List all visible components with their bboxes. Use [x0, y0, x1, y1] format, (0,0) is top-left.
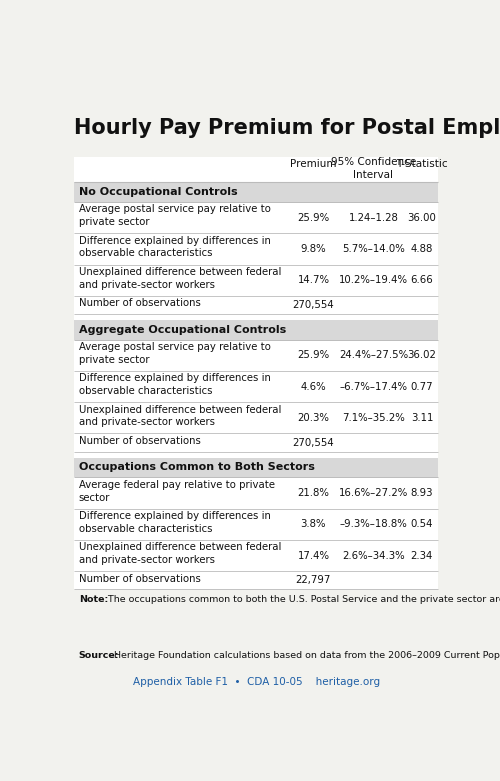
Text: Difference explained by differences in
observable characteristics: Difference explained by differences in o… [79, 511, 270, 534]
Text: –6.7%–17.4%: –6.7%–17.4% [340, 382, 407, 391]
Text: 24.4%–27.5%: 24.4%–27.5% [339, 351, 408, 360]
Text: Difference explained by differences in
observable characteristics: Difference explained by differences in o… [79, 236, 270, 259]
Text: 22,797: 22,797 [296, 576, 331, 585]
Text: Aggregate Occupational Controls: Aggregate Occupational Controls [79, 325, 286, 335]
Text: Average postal service pay relative to
private sector: Average postal service pay relative to p… [79, 205, 270, 227]
Text: 14.7%: 14.7% [298, 275, 330, 285]
Text: 5.7%–14.0%: 5.7%–14.0% [342, 244, 405, 254]
Bar [74, 182, 438, 202]
Text: 4.6%: 4.6% [300, 382, 326, 391]
Text: Hourly Pay Premium for Postal Employees: Hourly Pay Premium for Postal Employees [74, 118, 500, 137]
Text: 20.3%: 20.3% [298, 413, 330, 423]
Text: 36.00: 36.00 [408, 212, 436, 223]
Text: Appendix Table F1  •  CDA 10-05    heritage.org: Appendix Table F1 • CDA 10-05 heritage.o… [132, 677, 380, 687]
Text: Unexplained difference between federal
and private-sector workers: Unexplained difference between federal a… [79, 405, 281, 427]
Text: 16.6%–27.2%: 16.6%–27.2% [339, 488, 408, 498]
Text: 9.8%: 9.8% [300, 244, 326, 254]
Text: Number of observations: Number of observations [79, 298, 200, 308]
Text: 21.8%: 21.8% [298, 488, 330, 498]
Text: 17.4%: 17.4% [298, 551, 330, 561]
Text: 270,554: 270,554 [292, 300, 335, 310]
Text: 1.24–1.28: 1.24–1.28 [348, 212, 399, 223]
Bar [74, 458, 438, 477]
Text: 2.6%–34.3%: 2.6%–34.3% [342, 551, 405, 561]
Text: 270,554: 270,554 [292, 437, 335, 448]
Bar [74, 320, 438, 340]
Text: 2.34: 2.34 [410, 551, 433, 561]
Text: Premium: Premium [290, 159, 337, 169]
Text: –9.3%–18.8%: –9.3%–18.8% [340, 519, 407, 530]
Text: Heritage Foundation calculations based on data from the 2006–2009 Current Popula: Heritage Foundation calculations based o… [111, 651, 500, 660]
Text: 3.8%: 3.8% [300, 519, 326, 530]
Text: 95% Confidence
Interval: 95% Confidence Interval [331, 158, 416, 180]
Text: The occupations common to both the U.S. Postal Service and the private sector ar: The occupations common to both the U.S. … [105, 595, 500, 604]
Text: Average federal pay relative to private
sector: Average federal pay relative to private … [79, 480, 275, 503]
Text: 3.11: 3.11 [410, 413, 433, 423]
Text: Number of observations: Number of observations [79, 436, 200, 446]
Text: Difference explained by differences in
observable characteristics: Difference explained by differences in o… [79, 373, 270, 396]
Text: 36.02: 36.02 [408, 351, 436, 360]
Text: T-Statistic: T-Statistic [396, 159, 448, 169]
Text: 0.77: 0.77 [410, 382, 433, 391]
Text: Unexplained difference between federal
and private-sector workers: Unexplained difference between federal a… [79, 267, 281, 290]
Bar [74, 157, 438, 589]
Text: 6.66: 6.66 [410, 275, 434, 285]
Text: 10.2%–19.4%: 10.2%–19.4% [339, 275, 408, 285]
Text: 25.9%: 25.9% [298, 212, 330, 223]
Text: 25.9%: 25.9% [298, 351, 330, 360]
Text: 8.93: 8.93 [410, 488, 433, 498]
Text: Occupations Common to Both Sectors: Occupations Common to Both Sectors [79, 462, 314, 473]
Text: Average postal service pay relative to
private sector: Average postal service pay relative to p… [79, 342, 270, 365]
Text: 7.1%–35.2%: 7.1%–35.2% [342, 413, 405, 423]
Text: No Occupational Controls: No Occupational Controls [79, 187, 237, 197]
Text: Number of observations: Number of observations [79, 573, 200, 583]
Text: 4.88: 4.88 [410, 244, 433, 254]
Text: Source:: Source: [79, 651, 120, 660]
Text: 0.54: 0.54 [410, 519, 433, 530]
Text: Unexplained difference between federal
and private-sector workers: Unexplained difference between federal a… [79, 542, 281, 565]
Text: Note:: Note: [79, 595, 108, 604]
